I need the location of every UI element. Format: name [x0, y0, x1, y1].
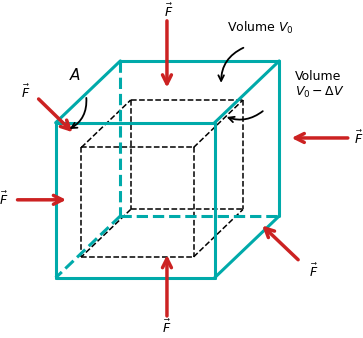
Text: $\vec{F}$: $\vec{F}$: [0, 191, 8, 209]
Text: Volume $V_0$: Volume $V_0$: [227, 20, 294, 35]
Text: $\vec{F}$: $\vec{F}$: [164, 3, 174, 20]
Text: $A$: $A$: [69, 67, 81, 83]
Text: $\vec{F}$: $\vec{F}$: [309, 263, 318, 280]
Text: $\vec{F}$: $\vec{F}$: [162, 319, 172, 336]
Text: $\vec{F}$: $\vec{F}$: [354, 129, 363, 147]
Text: $\vec{F}$: $\vec{F}$: [21, 84, 30, 101]
Text: Volume
$V_0 - \Delta V$: Volume $V_0 - \Delta V$: [295, 70, 345, 100]
